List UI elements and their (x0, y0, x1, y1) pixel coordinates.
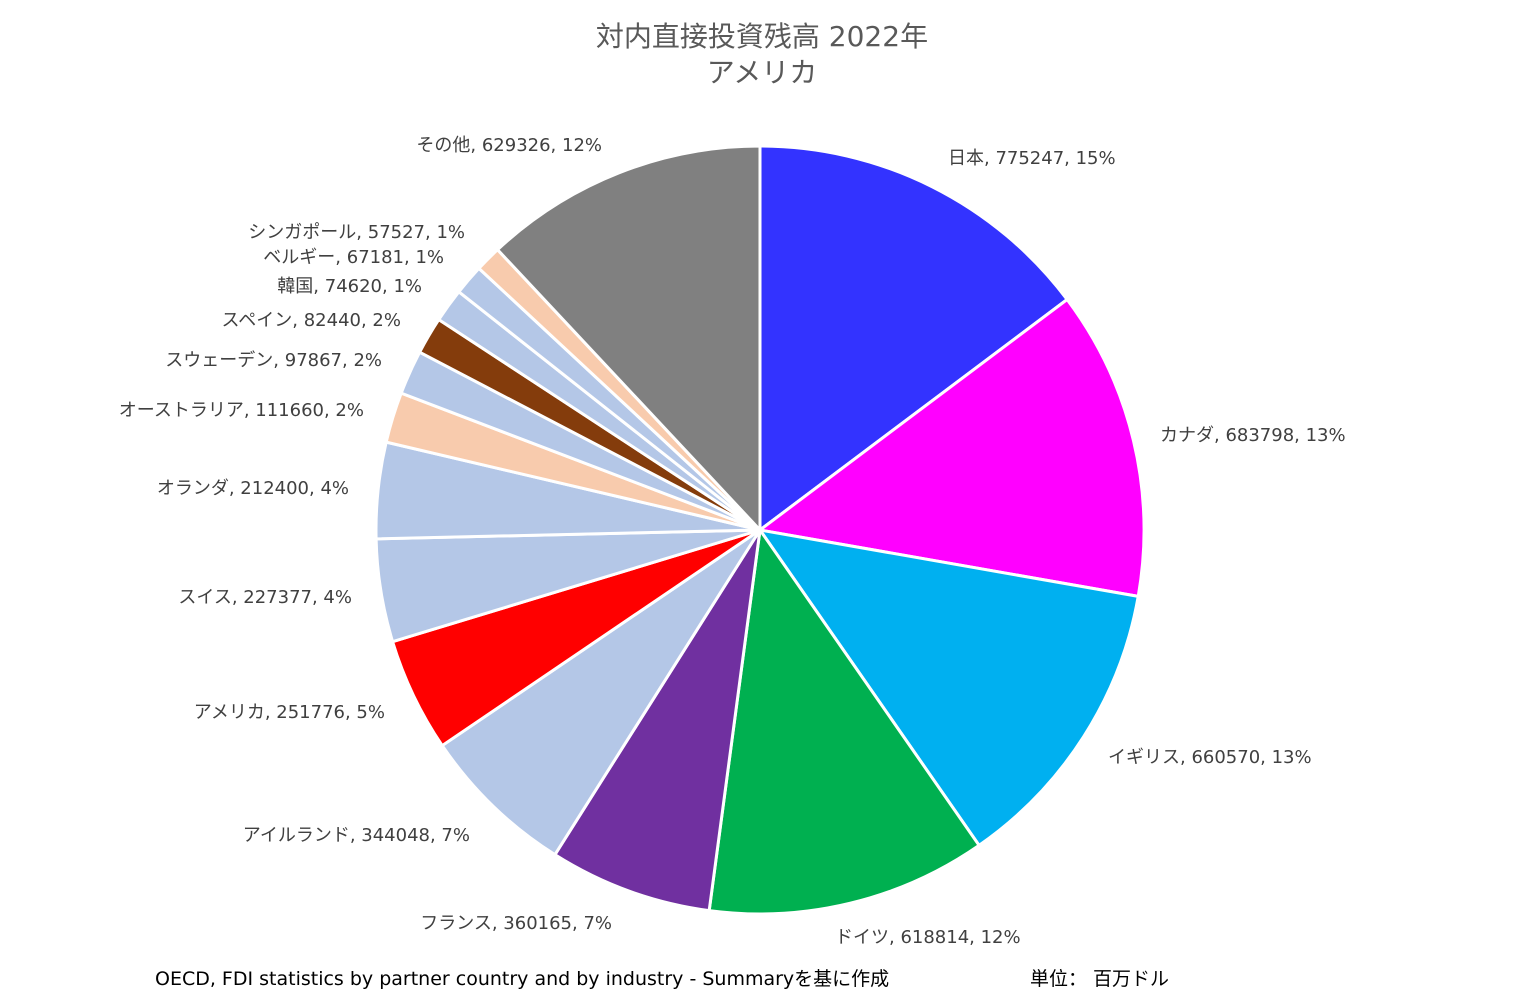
pie-slice-1 (758, 144, 1070, 534)
slice-label-7: アメリカ, 251776, 5% (194, 702, 385, 723)
slice-label-9: オランダ, 212400, 4% (157, 478, 349, 499)
slice-label-3: イギリス, 660570, 13% (1108, 747, 1312, 768)
slice-label-6: アイルランド, 344048, 7% (243, 825, 470, 846)
slice-label-10: オーストラリア, 111660, 2% (119, 400, 364, 421)
chart-title: 対内直接投資残高 2022年 (596, 20, 928, 53)
chart-subtitle: アメリカ (707, 56, 818, 89)
slice-label-2: カナダ, 683798, 13% (1160, 425, 1346, 446)
slice-label-1: 日本, 775247, 15% (948, 148, 1116, 169)
slice-label-16: その他, 629326, 12% (416, 135, 602, 156)
slice-label-11: スウェーデン, 97867, 2% (165, 350, 382, 371)
unit-note: 単位： 百万ドル (1030, 968, 1169, 990)
slice-label-8: スイス, 227377, 4% (178, 587, 352, 608)
pie-slice-4 (707, 525, 982, 916)
slice-label-15: シンガポール, 57527, 1% (248, 222, 465, 243)
slice-label-14: ベルギー, 67181, 1% (263, 247, 444, 268)
pie-slice-2 (756, 297, 1146, 599)
pie-labels: 日本, 775247, 15% カナダ, 683798, 13% イギリス, 660… (119, 135, 1346, 948)
source-note: OECD, FDI statistics by partner country … (155, 968, 889, 990)
slice-label-5: フランス, 360165, 7% (420, 913, 612, 934)
slice-label-4: ドイツ, 618814, 12% (835, 927, 1021, 948)
pie-slice-6 (440, 528, 762, 857)
slice-label-13: 韓国, 74620, 1% (277, 276, 422, 297)
pie-slice-16 (495, 144, 762, 534)
slice-label-12: スペイン, 82440, 2% (222, 310, 401, 331)
pie-slices (374, 144, 1146, 916)
pie-slice-3 (756, 527, 1140, 848)
pie-slice-5 (552, 529, 762, 913)
